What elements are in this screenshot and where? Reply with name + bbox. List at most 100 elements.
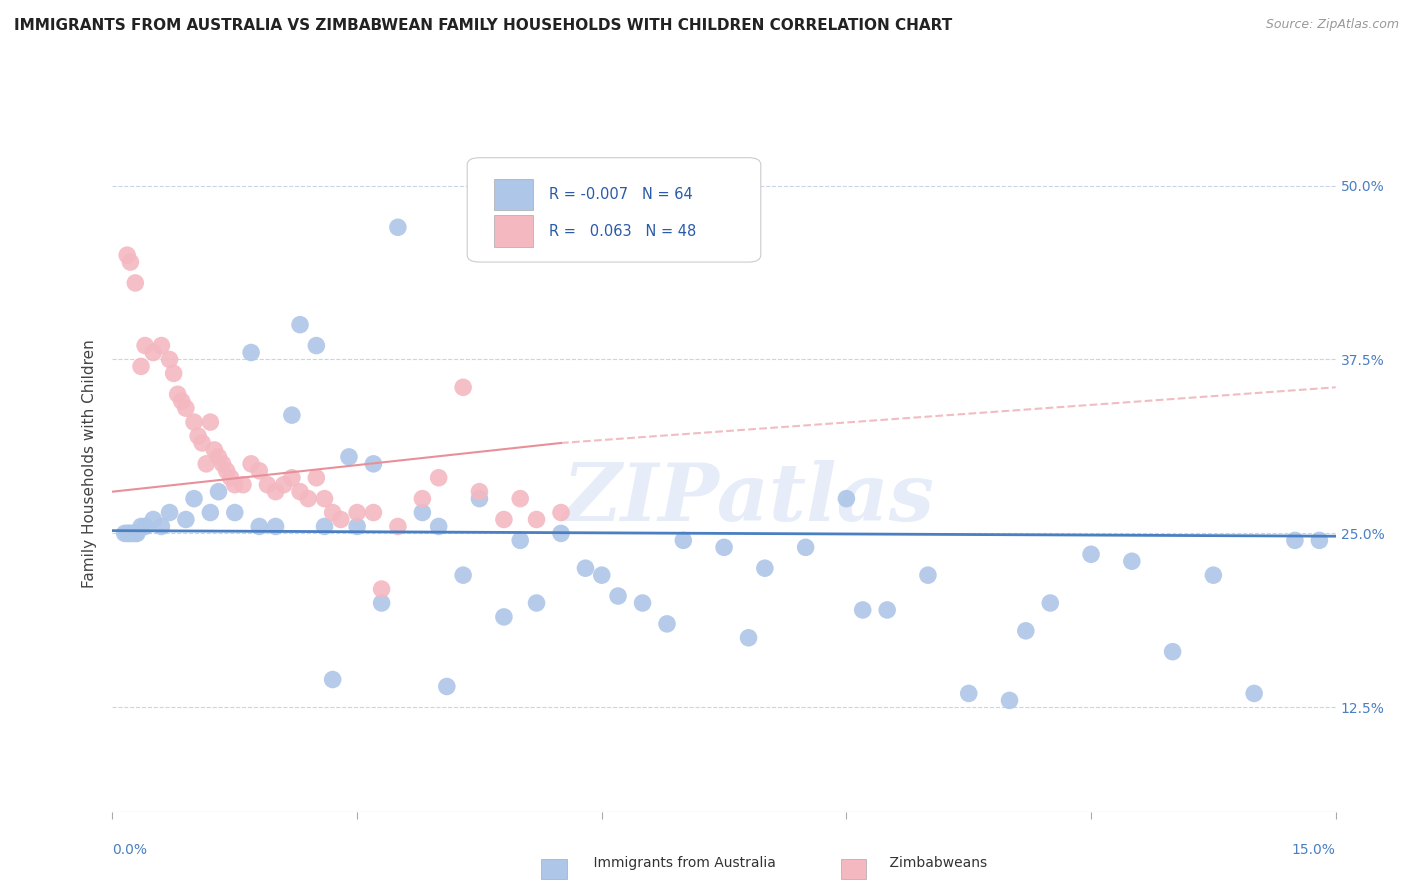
- Text: Zimbabweans: Zimbabweans: [872, 855, 987, 870]
- Point: [150, 338, 173, 352]
- Point: [526, 512, 548, 526]
- Text: IMMIGRANTS FROM AUSTRALIA VS ZIMBABWEAN FAMILY HOUSEHOLDS WITH CHILDREN CORRELAT: IMMIGRANTS FROM AUSTRALIA VS ZIMBABWEAN …: [14, 18, 952, 33]
- Point: [256, 477, 278, 491]
- Point: [129, 359, 152, 374]
- Point: [607, 589, 630, 603]
- Point: [957, 686, 980, 700]
- Point: [591, 568, 613, 582]
- Point: [363, 457, 385, 471]
- Point: [207, 484, 229, 499]
- Point: [115, 248, 138, 262]
- Point: [134, 338, 156, 352]
- Point: [468, 491, 491, 506]
- Point: [114, 526, 136, 541]
- Point: [273, 477, 295, 491]
- Point: [187, 429, 209, 443]
- Text: 15.0%: 15.0%: [1292, 843, 1336, 857]
- Point: [174, 512, 197, 526]
- Point: [183, 415, 205, 429]
- Point: [852, 603, 875, 617]
- Point: [492, 512, 515, 526]
- Point: [835, 491, 858, 506]
- Point: [337, 450, 360, 464]
- Point: [492, 610, 515, 624]
- Point: [468, 484, 491, 499]
- Point: [754, 561, 776, 575]
- Point: [170, 394, 193, 409]
- Point: [120, 526, 142, 541]
- Point: [427, 519, 450, 533]
- Point: [297, 491, 319, 506]
- Point: [120, 255, 142, 269]
- Point: [159, 506, 181, 520]
- Point: [288, 484, 311, 499]
- Bar: [494, 178, 533, 210]
- Point: [1080, 547, 1102, 561]
- Point: [124, 526, 146, 541]
- Point: [215, 464, 238, 478]
- Point: [1243, 686, 1265, 700]
- Point: [998, 693, 1021, 707]
- Text: Immigrants from Australia: Immigrants from Australia: [576, 855, 776, 870]
- Point: [631, 596, 654, 610]
- Point: [314, 519, 336, 533]
- Point: [204, 442, 226, 457]
- FancyBboxPatch shape: [467, 158, 761, 262]
- Point: [1284, 533, 1306, 548]
- Point: [122, 526, 145, 541]
- Point: [1015, 624, 1038, 638]
- Point: [281, 471, 304, 485]
- Text: 0.0%: 0.0%: [112, 843, 148, 857]
- Point: [1039, 596, 1062, 610]
- Point: [550, 526, 572, 541]
- Point: [876, 603, 898, 617]
- Point: [159, 352, 181, 367]
- Point: [509, 533, 531, 548]
- Text: R = -0.007   N = 64: R = -0.007 N = 64: [550, 187, 693, 202]
- Point: [163, 367, 186, 381]
- Point: [142, 345, 165, 359]
- Point: [129, 519, 152, 533]
- Point: [240, 345, 263, 359]
- Point: [200, 415, 222, 429]
- Point: [264, 519, 287, 533]
- Point: [322, 506, 344, 520]
- Point: [322, 673, 344, 687]
- Point: [387, 220, 409, 235]
- Y-axis label: Family Households with Children: Family Households with Children: [82, 340, 97, 588]
- Point: [247, 519, 270, 533]
- Point: [305, 338, 328, 352]
- Text: Source: ZipAtlas.com: Source: ZipAtlas.com: [1265, 18, 1399, 31]
- Point: [1202, 568, 1225, 582]
- Point: [672, 533, 695, 548]
- Point: [224, 506, 246, 520]
- Point: [150, 519, 173, 533]
- Point: [1161, 645, 1184, 659]
- Point: [436, 680, 458, 694]
- Point: [240, 457, 263, 471]
- Point: [142, 512, 165, 526]
- Point: [183, 491, 205, 506]
- Point: [124, 276, 146, 290]
- Point: [370, 596, 392, 610]
- Point: [232, 477, 254, 491]
- Point: [737, 631, 759, 645]
- Point: [191, 436, 214, 450]
- Point: [917, 568, 939, 582]
- Point: [411, 506, 433, 520]
- Point: [219, 471, 242, 485]
- Point: [264, 484, 287, 499]
- Point: [115, 526, 138, 541]
- Point: [363, 506, 385, 520]
- Point: [574, 561, 596, 575]
- Point: [247, 464, 270, 478]
- Point: [346, 506, 368, 520]
- Point: [451, 380, 474, 394]
- Text: ZIPatlas: ZIPatlas: [562, 460, 935, 537]
- Point: [346, 519, 368, 533]
- Point: [1308, 533, 1330, 548]
- Point: [526, 596, 548, 610]
- Point: [118, 526, 141, 541]
- Bar: [494, 216, 533, 247]
- Point: [166, 387, 188, 401]
